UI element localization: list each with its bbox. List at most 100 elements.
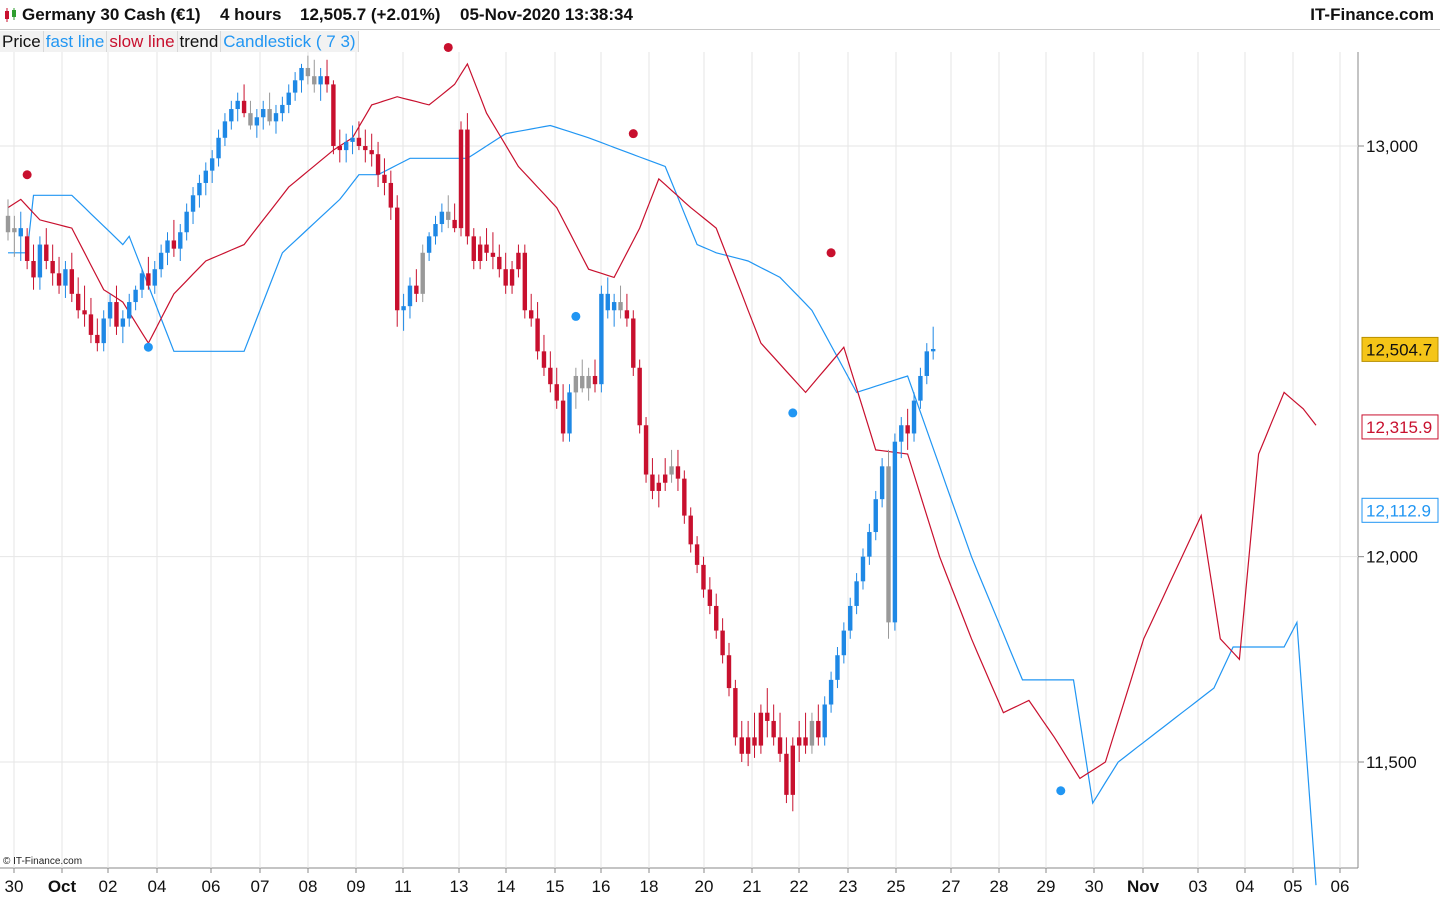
x-tick-label: 23	[839, 877, 858, 896]
candle-body	[337, 146, 342, 151]
candle-body	[879, 466, 885, 500]
candle-body	[771, 720, 776, 738]
candle-body	[752, 737, 757, 746]
x-tick-label: 25	[887, 877, 906, 896]
candle-body	[254, 117, 260, 126]
candle-body	[822, 704, 827, 738]
candle-body	[56, 273, 62, 286]
x-tick-label: 21	[743, 877, 762, 896]
x-tick-label: 04	[148, 877, 167, 896]
x-tick-label: 18	[640, 877, 659, 896]
y-tick-label: 12,000	[1366, 548, 1418, 567]
candle-body	[452, 219, 457, 229]
candle-body	[331, 84, 336, 146]
instrument-name: Germany 30 Cash (€1)	[22, 5, 201, 24]
x-tick-label: 30	[5, 877, 24, 896]
legend-bar: Price fast line slow line trend Candlest…	[0, 31, 359, 52]
candle-body	[631, 318, 636, 368]
candle-body	[44, 244, 49, 261]
candle-body	[714, 605, 719, 631]
candle-body	[324, 76, 330, 85]
candle-body	[745, 737, 751, 754]
candle-body	[101, 318, 106, 344]
candle-body	[643, 425, 649, 475]
candle-body	[120, 318, 126, 327]
candle-body	[726, 655, 732, 689]
candle-body	[605, 293, 610, 311]
candle-body	[662, 474, 668, 483]
candle-body	[707, 589, 713, 606]
price-label-box	[1361, 497, 1439, 523]
candle-body	[675, 466, 681, 479]
x-tick-label: 13	[450, 877, 469, 896]
candle-body	[471, 236, 476, 261]
candle-body	[784, 753, 789, 795]
candle-body	[618, 302, 623, 311]
price-label-box	[1361, 414, 1439, 440]
x-tick-label: 22	[790, 877, 809, 896]
candle-body	[267, 109, 272, 122]
x-tick-label: Nov	[1127, 877, 1160, 896]
x-tick-label: 28	[990, 877, 1009, 896]
candle-body	[694, 544, 700, 565]
last-quote: 12,505.7 (+2.01%)	[300, 5, 441, 24]
candle-body	[414, 285, 419, 294]
timeframe: 4 hours	[220, 5, 282, 24]
candle-body	[656, 482, 662, 491]
price-label-text: 12,504.7	[1366, 340, 1432, 359]
x-tick-label: 16	[592, 877, 611, 896]
candle-body	[682, 478, 687, 516]
candle-body	[18, 228, 23, 237]
x-tick-label: 08	[299, 877, 318, 896]
x-tick-label: 04	[1236, 877, 1255, 896]
candle-body	[828, 679, 834, 705]
candle-body	[567, 392, 572, 434]
candle-body	[299, 67, 304, 81]
candle-body	[241, 100, 247, 114]
legend-fast-line[interactable]: fast line	[43, 31, 108, 52]
candle-body	[426, 236, 432, 253]
candle-body	[235, 100, 240, 110]
candle-body	[924, 351, 929, 376]
legend-candlestick[interactable]: Candlestick ( 7 3)	[221, 31, 359, 52]
candle-body	[273, 113, 279, 122]
candle-body	[586, 375, 591, 389]
candle-body	[152, 269, 157, 286]
legend-price[interactable]: Price	[0, 31, 44, 52]
trend-dot	[143, 342, 153, 352]
candle-body	[688, 515, 693, 545]
candle-body	[650, 474, 655, 491]
x-tick-label: 30	[1085, 877, 1104, 896]
legend-slow-line[interactable]: slow line	[107, 31, 178, 52]
candle-body	[107, 302, 113, 319]
candle-body	[477, 244, 483, 261]
candle-body	[171, 240, 177, 249]
trend-dot	[1056, 786, 1066, 796]
legend-trend[interactable]: trend	[177, 31, 222, 52]
candle-body	[343, 141, 349, 151]
candle-body	[490, 252, 496, 257]
x-tick-label: 02	[99, 877, 118, 896]
candle-body	[363, 146, 368, 151]
candle-body	[158, 252, 164, 270]
candle-body	[854, 581, 859, 606]
candle-body	[395, 207, 400, 311]
price-label-box	[1361, 336, 1439, 362]
candle-body	[216, 137, 221, 159]
candle-body	[886, 466, 891, 623]
x-tick-label: 14	[497, 877, 516, 896]
candle-body	[841, 630, 847, 656]
x-tick-label: 11	[394, 877, 412, 896]
candle-body	[911, 400, 917, 434]
candle-body	[580, 375, 585, 389]
candle-body	[541, 351, 547, 368]
candle-body	[599, 293, 604, 385]
x-tick-label: 29	[1037, 877, 1056, 896]
candle-body	[401, 306, 406, 311]
candle-body	[918, 375, 923, 401]
trend-dot	[788, 408, 798, 418]
trend-dot	[628, 129, 638, 139]
candle-body	[777, 737, 783, 754]
y-tick-label: 13,000	[1366, 137, 1418, 156]
